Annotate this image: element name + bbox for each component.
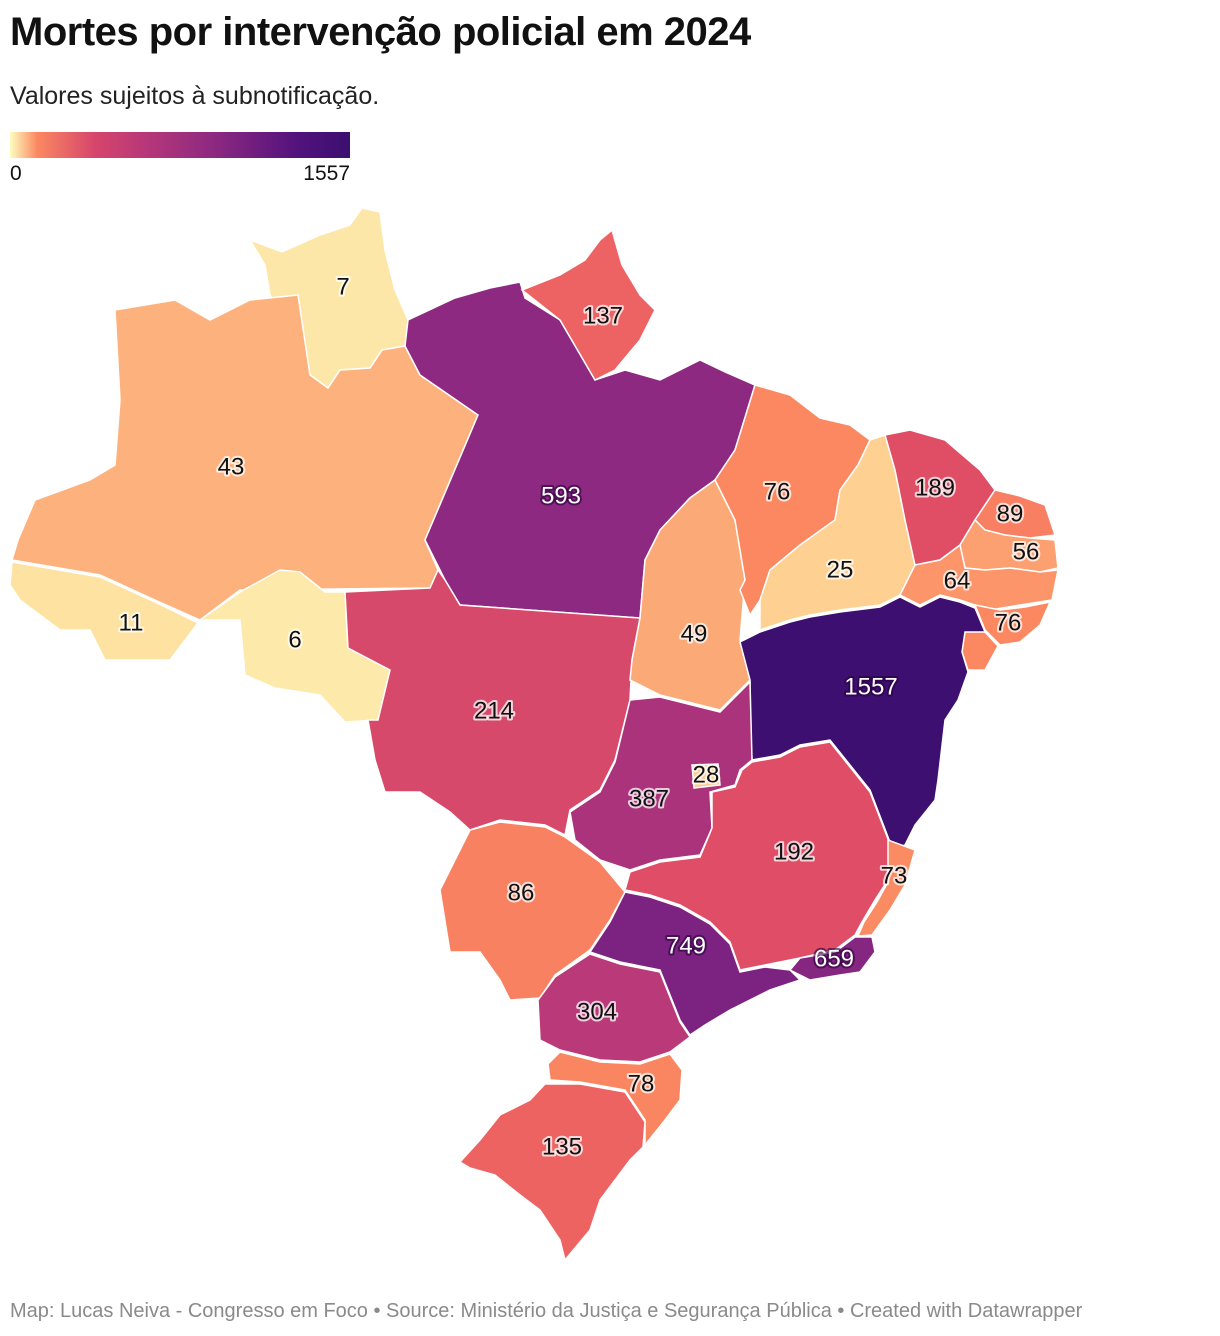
state-PE[interactable] — [898, 543, 1059, 611]
state-value-label-RR: 7 — [336, 273, 349, 300]
state-value-label-PE: 64 — [944, 567, 971, 594]
state-value-label-PA: 593 — [541, 482, 581, 509]
state-PR[interactable] — [537, 953, 692, 1063]
state-value-label-MG: 192 — [774, 838, 814, 865]
state-value-label-RO: 6 — [288, 626, 301, 653]
state-MT[interactable] — [344, 568, 641, 837]
state-value-label-PI: 25 — [827, 556, 854, 583]
state-AL[interactable] — [973, 600, 1052, 646]
state-value-label-ES: 73 — [881, 862, 908, 889]
state-SC[interactable] — [547, 1051, 683, 1148]
legend-min-label: 0 — [10, 162, 22, 185]
state-value-label-GO: 387 — [629, 785, 669, 812]
state-value-label-AP: 137 — [583, 302, 623, 329]
state-value-label-MS: 86 — [508, 879, 535, 906]
state-value-label-SC: 78 — [628, 1070, 655, 1097]
state-value-label-CE: 189 — [915, 474, 955, 501]
state-ES[interactable] — [856, 838, 916, 937]
state-value-label-TO: 49 — [681, 620, 708, 647]
color-legend: 0 1557 — [10, 132, 350, 186]
legend-max-label: 1557 — [303, 162, 350, 185]
state-AC[interactable] — [9, 561, 200, 661]
state-RS[interactable] — [458, 1083, 646, 1262]
state-value-label-AL: 76 — [995, 609, 1022, 636]
state-SP[interactable] — [588, 891, 802, 1037]
credits-footer: Map: Lucas Neiva - Congresso em Foco • S… — [10, 1300, 1083, 1322]
state-value-label-MT: 214 — [474, 697, 514, 724]
choropleth-map: 7 43 11 6 593 137 214 49 76 25 189 89 56 64 76 1557 387 2… — [0, 200, 1220, 1280]
state-AP[interactable] — [520, 228, 656, 381]
chart-title: Mortes por intervenção policial em 2024 — [10, 10, 751, 54]
state-RJ[interactable] — [788, 936, 876, 981]
state-value-label-RJ: 659 — [814, 945, 854, 972]
map-svg: 7 43 11 6 593 137 214 49 76 25 189 89 56 64 76 1557 387 2… — [9, 207, 1059, 1262]
state-value-label-RN: 89 — [997, 500, 1024, 527]
state-value-label-AM: 43 — [218, 453, 245, 480]
state-value-label-DF: 28 — [693, 761, 720, 788]
state-value-label-AC: 11 — [119, 609, 144, 636]
state-MG[interactable] — [624, 741, 894, 971]
state-value-label-MA: 76 — [764, 478, 791, 505]
state-DF[interactable] — [691, 763, 721, 789]
state-value-label-SP: 749 — [666, 932, 706, 959]
state-value-label-RS: 135 — [542, 1133, 582, 1160]
state-value-label-PB: 56 — [1013, 538, 1040, 565]
state-value-label-BA: 1557 — [844, 673, 897, 700]
state-MS[interactable] — [439, 821, 626, 1001]
state-value-label-PR: 304 — [577, 998, 617, 1025]
state-BA[interactable] — [739, 596, 987, 851]
legend-gradient-bar — [10, 132, 350, 158]
chart-subtitle: Valores sujeitos à subnotificação. — [10, 82, 380, 110]
